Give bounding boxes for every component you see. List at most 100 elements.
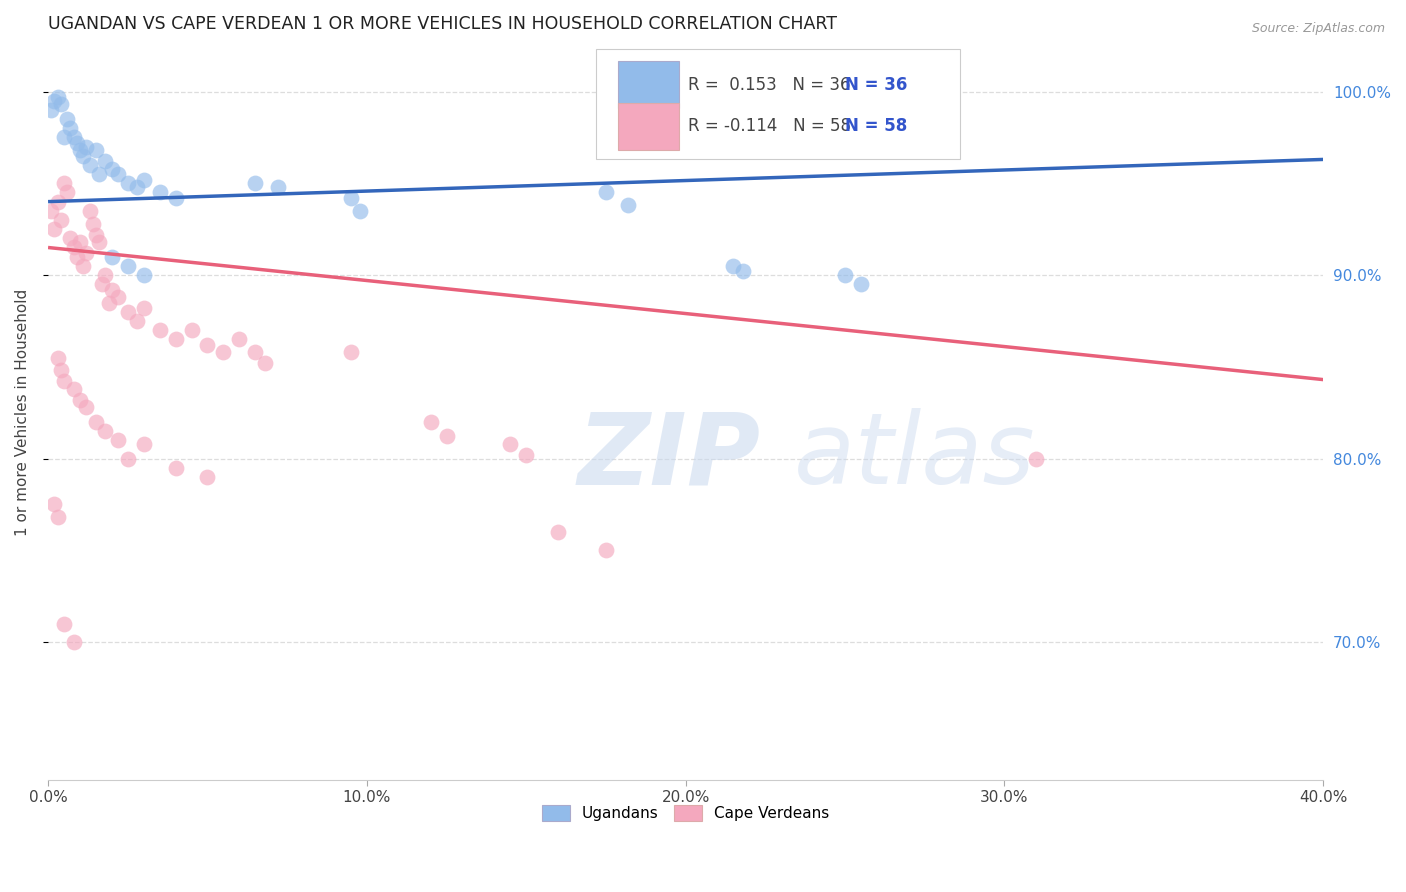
Point [72, 259, 94, 273]
Point [731, 264, 754, 278]
Point [53, 616, 76, 631]
Point [46, 351, 69, 365]
Text: R = -0.114   N = 58: R = -0.114 N = 58 [688, 118, 851, 136]
Point [75, 400, 97, 414]
Point [132, 301, 155, 315]
Point [149, 323, 172, 337]
Text: ZIP: ZIP [578, 409, 761, 505]
Point [69, 143, 91, 157]
Point [245, 345, 267, 359]
Point [595, 543, 617, 558]
Point [127, 314, 149, 328]
Point [266, 180, 288, 194]
Point [59, 231, 82, 245]
Point [46, 510, 69, 524]
Point [834, 268, 856, 282]
Point [49, 363, 72, 377]
Point [499, 437, 522, 451]
Point [107, 167, 129, 181]
Point [39, 103, 62, 117]
Point [1025, 451, 1047, 466]
Point [46, 90, 69, 104]
Point [44, 94, 66, 108]
Point [132, 172, 155, 186]
Point [59, 121, 82, 136]
Point [117, 304, 139, 318]
Point [79, 203, 101, 218]
Point [94, 424, 117, 438]
Point [49, 213, 72, 227]
Point [212, 345, 235, 359]
Point [69, 235, 91, 249]
Point [547, 524, 569, 539]
Point [419, 415, 441, 429]
Point [53, 176, 76, 190]
Point [197, 337, 219, 351]
Point [87, 235, 110, 249]
Point [340, 191, 363, 205]
Point [117, 176, 139, 190]
Point [87, 167, 110, 181]
Point [91, 277, 114, 292]
Text: N = 58: N = 58 [845, 118, 907, 136]
Point [97, 295, 120, 310]
Point [107, 433, 129, 447]
Point [75, 246, 97, 260]
Point [79, 158, 101, 172]
Point [595, 186, 617, 200]
Point [132, 437, 155, 451]
Point [75, 139, 97, 153]
Point [436, 429, 458, 443]
Point [340, 345, 363, 359]
Point [56, 112, 79, 126]
Point [117, 451, 139, 466]
Y-axis label: 1 or more Vehicles in Household: 1 or more Vehicles in Household [15, 289, 30, 536]
Text: UGANDAN VS CAPE VERDEAN 1 OR MORE VEHICLES IN HOUSEHOLD CORRELATION CHART: UGANDAN VS CAPE VERDEAN 1 OR MORE VEHICL… [48, 15, 837, 33]
Point [69, 392, 91, 407]
Point [44, 222, 66, 236]
Point [132, 268, 155, 282]
Point [165, 191, 187, 205]
Point [149, 186, 172, 200]
Point [723, 259, 745, 273]
Point [72, 149, 94, 163]
Point [617, 198, 640, 212]
Point [56, 186, 79, 200]
Point [101, 161, 124, 176]
Point [62, 130, 84, 145]
Point [127, 180, 149, 194]
Point [82, 217, 104, 231]
Point [107, 290, 129, 304]
Legend: Ugandans, Cape Verdeans: Ugandans, Cape Verdeans [536, 799, 835, 827]
Point [94, 268, 117, 282]
Point [94, 154, 117, 169]
FancyBboxPatch shape [619, 61, 679, 109]
Text: atlas: atlas [794, 409, 1036, 505]
Point [180, 323, 202, 337]
Point [62, 635, 84, 649]
FancyBboxPatch shape [596, 49, 960, 160]
Point [849, 277, 872, 292]
Point [228, 332, 250, 346]
Point [84, 415, 107, 429]
Point [117, 259, 139, 273]
Point [53, 375, 76, 389]
Point [197, 470, 219, 484]
Point [62, 382, 84, 396]
Point [101, 283, 124, 297]
Point [66, 250, 89, 264]
Point [84, 227, 107, 242]
Text: Source: ZipAtlas.com: Source: ZipAtlas.com [1251, 22, 1385, 36]
Point [44, 497, 66, 511]
Point [515, 448, 537, 462]
Point [39, 203, 62, 218]
Point [53, 130, 76, 145]
Text: N = 36: N = 36 [845, 76, 907, 94]
Point [165, 460, 187, 475]
Point [66, 136, 89, 150]
Point [165, 332, 187, 346]
FancyBboxPatch shape [619, 103, 679, 150]
Point [101, 250, 124, 264]
Point [245, 176, 267, 190]
Point [349, 203, 371, 218]
